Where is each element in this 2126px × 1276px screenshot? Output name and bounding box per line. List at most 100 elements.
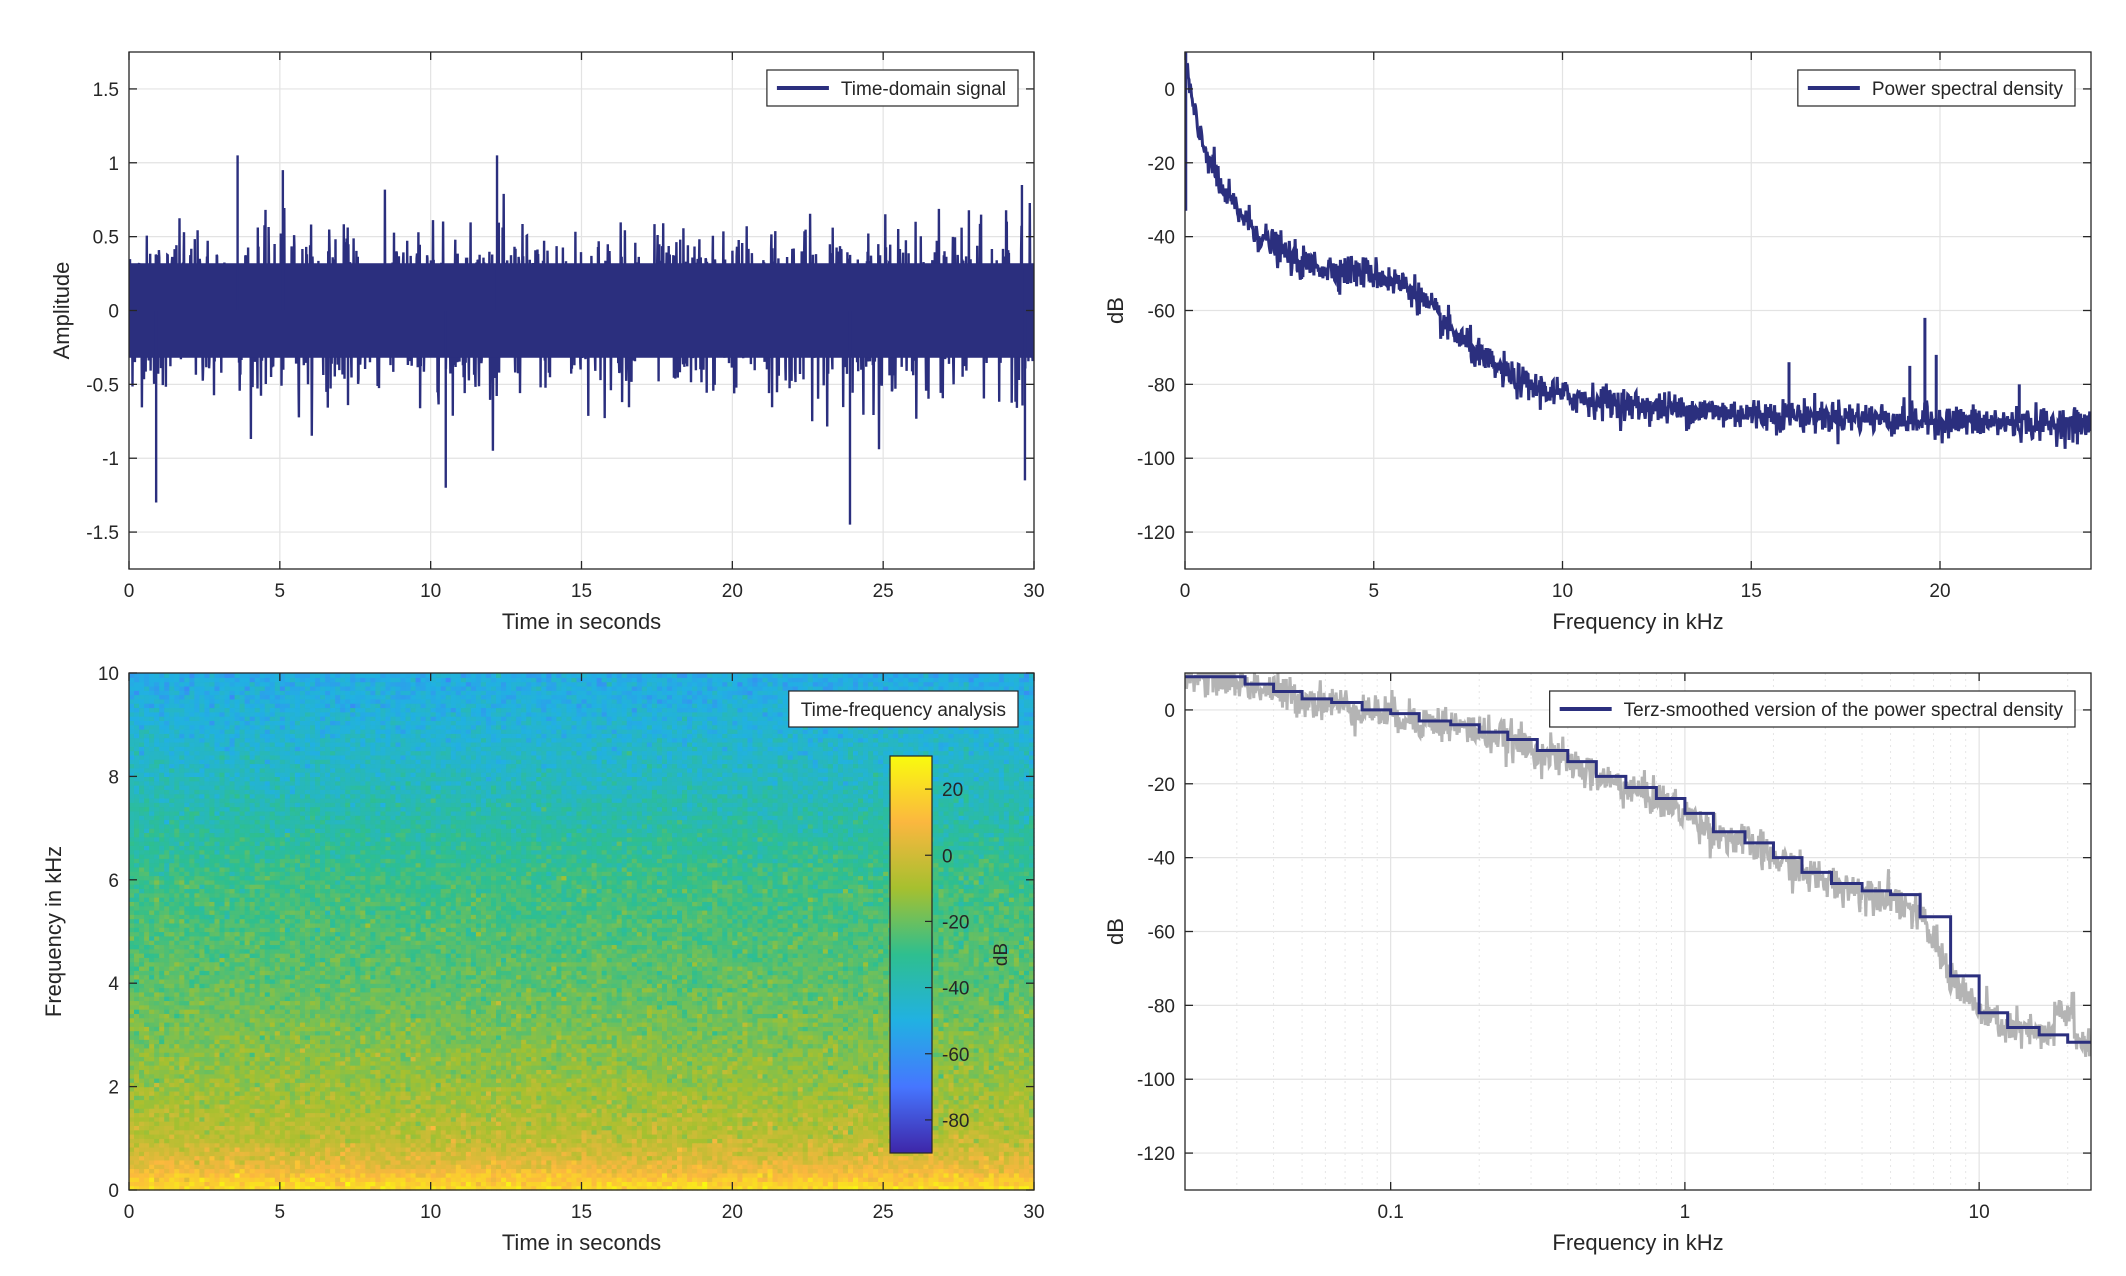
spectrogram-cell	[299, 1077, 306, 1083]
spectrogram-cell	[1013, 1185, 1020, 1191]
spectrogram-cell	[496, 1172, 502, 1178]
spectrogram-cell	[400, 1159, 407, 1165]
spectrogram-cell	[430, 1151, 437, 1157]
spectrogram-cell	[174, 1112, 180, 1118]
spectrogram-cell	[611, 1138, 618, 1144]
spectrogram-cell	[732, 1133, 738, 1139]
spectrogram-cell	[335, 1095, 341, 1101]
spectrogram-cell	[491, 1138, 497, 1144]
x-tick-label: 15	[1741, 581, 1762, 602]
spectrogram-cell	[596, 1168, 603, 1174]
spectrogram-cell	[496, 1082, 502, 1088]
spectrogram-cell	[320, 1151, 326, 1157]
spectrogram-cell	[611, 1177, 618, 1182]
spectrogram-cell	[1018, 1185, 1025, 1191]
spectrogram-cell	[1018, 1172, 1025, 1178]
spectrogram-cell	[340, 1168, 346, 1174]
spectrogram-cell	[1023, 1125, 1030, 1131]
spectrogram-cell	[682, 1142, 688, 1148]
spectrogram-cell	[827, 1177, 834, 1182]
spectrogram-cell	[868, 1129, 874, 1135]
spectrogram-cell	[224, 1172, 231, 1178]
spectrogram-cell	[526, 1103, 532, 1109]
spectrogram-cell	[842, 1177, 849, 1182]
spectrogram-cell	[983, 1172, 990, 1178]
spectrogram-cell	[601, 1090, 608, 1096]
spectrogram-cell	[868, 1116, 874, 1122]
spectrogram-cell	[727, 1142, 733, 1148]
spectrogram-cell	[727, 1099, 733, 1105]
spectrogram-cell	[279, 1159, 286, 1165]
spectrogram-cell	[626, 1138, 633, 1144]
spectrogram-cell	[626, 1164, 633, 1170]
spectrogram-cell	[390, 1103, 397, 1109]
spectrogram-cell	[294, 1155, 301, 1161]
spectrogram-cell	[998, 1112, 1005, 1118]
spectrogram-cell	[169, 1146, 175, 1152]
spectrogram-cell	[209, 1185, 216, 1191]
spectrogram-cell	[511, 1095, 517, 1101]
spectrogram-cell	[827, 1077, 834, 1083]
spectrogram-cell	[415, 1090, 422, 1096]
spectrogram-cell	[144, 1168, 150, 1174]
spectrogram-cell	[797, 1185, 804, 1191]
spectrogram-cell	[259, 1129, 266, 1135]
spectrogram-cell	[335, 1112, 341, 1118]
spectrogram-cell	[978, 1073, 985, 1079]
spectrogram-cell	[697, 1086, 703, 1092]
spectrogram-cell	[923, 1185, 930, 1191]
spectrogram-cell	[973, 1112, 980, 1118]
spectrogram-cell	[360, 1133, 366, 1139]
spectrogram-cell	[335, 1082, 341, 1088]
spectrogram-cell	[978, 1185, 985, 1191]
spectrogram-cell	[717, 1164, 723, 1170]
spectrogram-cell	[747, 1185, 754, 1191]
spectrogram-cell	[360, 1146, 366, 1152]
spectrogram-cell	[465, 1177, 472, 1182]
spectrogram-cell	[767, 1108, 774, 1114]
spectrogram-cell	[656, 1086, 663, 1092]
spectrogram-cell	[973, 1121, 980, 1126]
spectrogram-cell	[430, 1172, 437, 1178]
spectrogram-cell	[868, 1082, 874, 1088]
spectrogram-cell	[365, 1138, 371, 1144]
spectrogram-cell	[249, 1133, 256, 1139]
spectrogram-cell	[782, 1138, 789, 1144]
spectrogram-cell	[702, 1077, 708, 1083]
spectrogram-cell	[340, 1172, 346, 1178]
spectrogram-cell	[415, 1142, 422, 1148]
spectrogram-cell	[687, 1155, 693, 1161]
spectrogram-cell	[817, 1086, 824, 1092]
spectrogram-cell	[491, 1172, 497, 1178]
spectrogram-cell	[787, 1108, 794, 1114]
spectrogram-cell	[707, 1155, 713, 1161]
spectrogram-cell	[928, 1155, 935, 1161]
spectrogram-cell	[1023, 1138, 1030, 1144]
spectrogram-cell	[883, 1172, 889, 1178]
spectrogram-cell	[551, 1112, 557, 1118]
spectrogram-cell	[420, 1099, 427, 1105]
spectrogram-cell	[149, 1086, 155, 1092]
spectrogram-cell	[229, 1185, 236, 1191]
spectrogram-cell	[501, 1185, 507, 1191]
spectrogram-cell	[480, 1142, 487, 1148]
spectrogram-cell	[712, 1082, 718, 1088]
spectrogram-cell	[335, 1116, 341, 1122]
spectrogram-cell	[234, 1133, 241, 1139]
spectrogram-cell	[496, 1177, 502, 1182]
spectrogram-cell	[521, 1185, 527, 1191]
spectrogram-cell	[511, 1129, 517, 1135]
spectrogram-cell	[656, 1151, 663, 1157]
spectrogram-cell	[641, 1129, 648, 1135]
spectrogram-cell	[827, 1181, 834, 1187]
spectrogram-cell	[777, 1155, 784, 1161]
spectrogram-cell	[254, 1177, 261, 1182]
spectrogram-cell	[194, 1151, 200, 1157]
spectrogram-cell	[943, 1086, 950, 1092]
spectrogram-cell	[264, 1099, 271, 1105]
spectrogram-cell	[782, 1142, 789, 1148]
spectrogram-cell	[802, 1185, 809, 1191]
spectrogram-cell	[646, 1090, 653, 1096]
spectrogram-cell	[149, 1112, 155, 1118]
spectrogram-cell	[993, 1116, 1000, 1122]
